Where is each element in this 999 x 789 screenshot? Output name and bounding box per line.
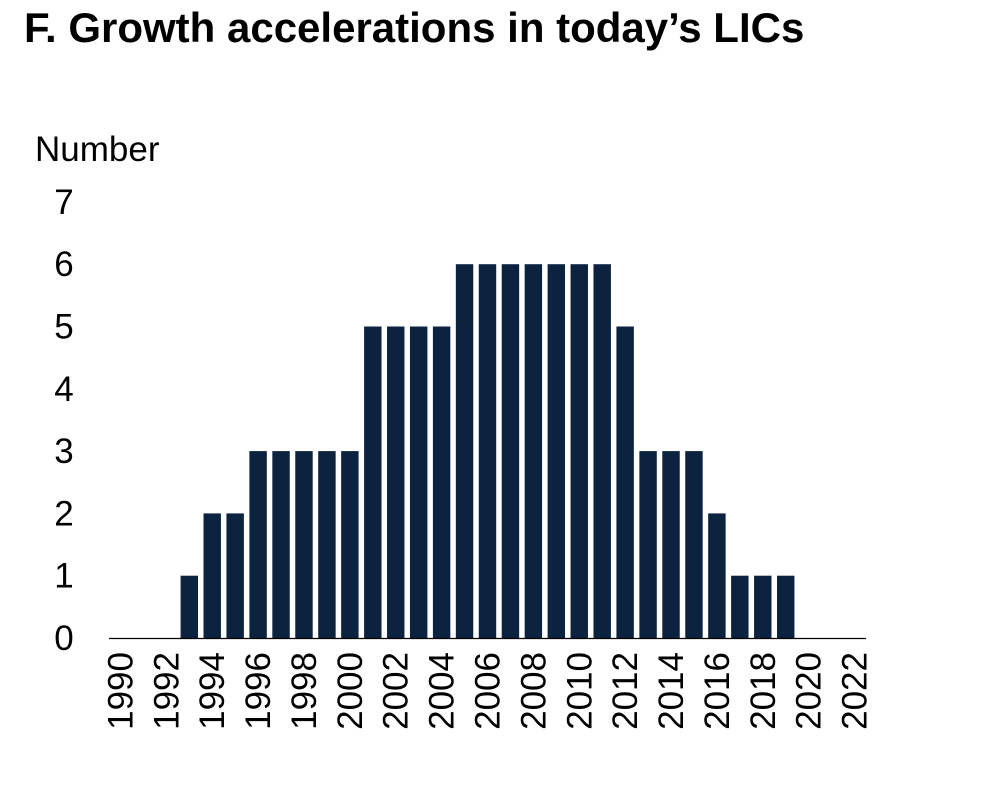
bar-series <box>180 264 795 638</box>
bar-2008 <box>524 264 543 638</box>
y-tick-label: 1 <box>54 557 73 596</box>
bar-2016 <box>708 513 726 638</box>
bar-2003 <box>409 326 428 638</box>
bar-2001 <box>364 326 382 638</box>
bar-2005 <box>455 264 474 638</box>
bar-2000 <box>341 451 359 638</box>
bar-2012 <box>616 326 634 638</box>
chart-title: F. Growth accelerations in today’s LICs <box>24 4 805 51</box>
x-axis-ticks: 1990 1992 1994 1996 1998 2000 2002 2004 2006 2008… <box>102 652 875 730</box>
x-tick-label: 2022 <box>836 652 875 730</box>
bar-2007 <box>501 264 520 638</box>
bar-2002 <box>387 326 405 638</box>
bar-2015 <box>685 451 703 638</box>
bar-1994 <box>203 513 221 638</box>
bar-2010 <box>570 264 588 638</box>
x-tick-label: 2012 <box>606 652 645 730</box>
bar-1997 <box>272 451 290 638</box>
x-tick-label: 1998 <box>285 652 324 730</box>
x-tick-label: 2004 <box>423 652 462 730</box>
x-tick-label: 2008 <box>514 652 553 730</box>
x-tick-label: 1996 <box>239 652 278 730</box>
y-axis-ticks: 0 1 2 3 4 5 6 7 <box>54 183 73 658</box>
y-tick-label: 2 <box>54 494 73 533</box>
bar-2014 <box>662 451 680 638</box>
x-tick-label: 2016 <box>698 652 737 730</box>
x-tick-label: 1992 <box>147 652 186 730</box>
x-tick-label: 2014 <box>652 652 691 730</box>
bar-1999 <box>318 451 336 638</box>
bar-2018 <box>754 575 772 638</box>
bar-1995 <box>226 513 244 638</box>
y-tick-label: 3 <box>54 432 73 471</box>
bar-1996 <box>249 451 267 638</box>
bar-2006 <box>478 264 497 638</box>
bar-2004 <box>432 326 451 638</box>
bar-2009 <box>547 264 566 638</box>
bar-1993 <box>180 575 198 638</box>
bar-1998 <box>295 451 313 638</box>
bar-2011 <box>593 264 611 638</box>
y-tick-label: 0 <box>54 619 73 658</box>
y-tick-label: 4 <box>54 370 73 409</box>
x-tick-label: 1990 <box>102 652 141 730</box>
x-tick-label: 2002 <box>377 652 416 730</box>
x-tick-label: 2006 <box>469 652 508 730</box>
x-tick-label: 2020 <box>790 652 829 730</box>
y-tick-label: 5 <box>54 308 73 347</box>
bar-2013 <box>639 451 657 638</box>
y-tick-label: 6 <box>54 245 73 284</box>
bar-2017 <box>731 575 749 638</box>
x-tick-label: 2018 <box>744 652 783 730</box>
y-axis-label: Number <box>35 130 160 169</box>
x-tick-label: 2000 <box>331 652 370 730</box>
y-tick-label: 7 <box>54 183 73 222</box>
x-tick-label: 2010 <box>560 652 599 730</box>
x-tick-label: 1994 <box>193 652 232 730</box>
bar-2019 <box>777 575 795 638</box>
